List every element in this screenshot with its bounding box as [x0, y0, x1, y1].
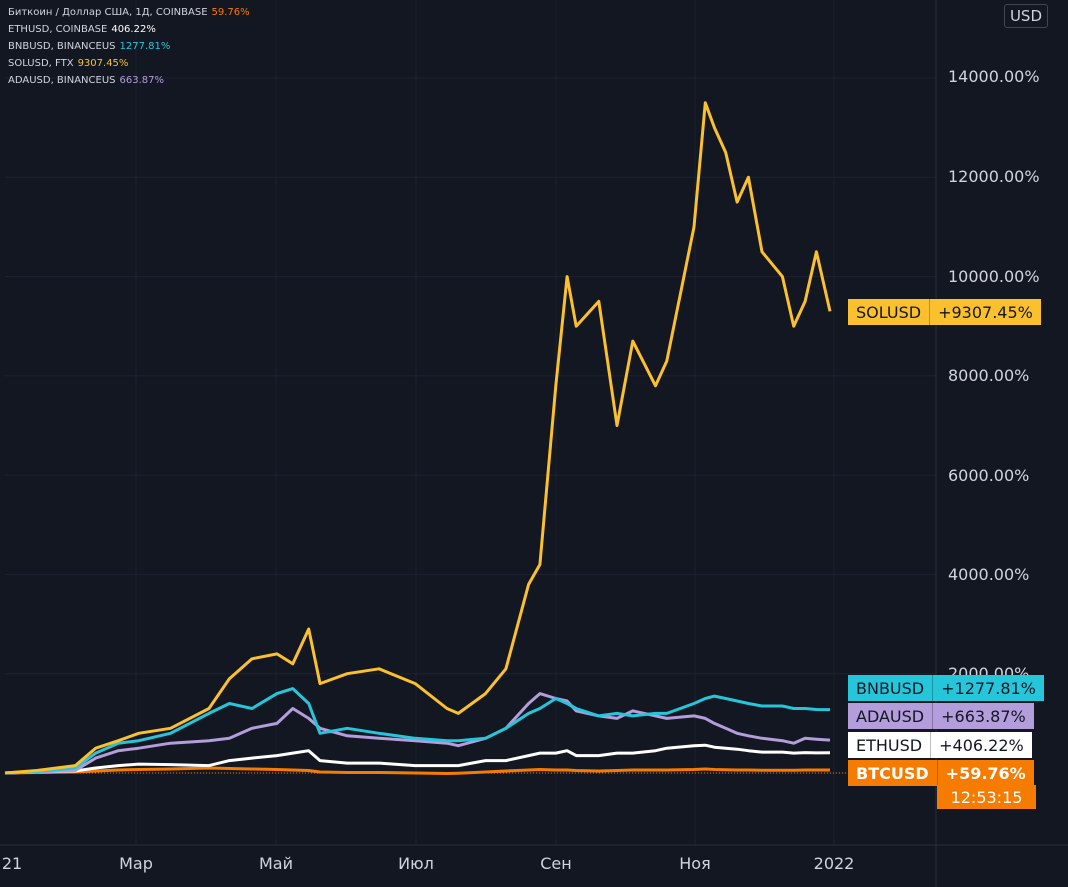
series-line-bnbusd: [4, 687, 831, 775]
series-line-adausd: [4, 692, 831, 775]
x-tick-label: Мар: [119, 854, 153, 873]
price-tag-btc: BTCUSD +59.76%: [848, 760, 1034, 786]
currency-button[interactable]: USD: [1003, 4, 1048, 28]
tag-value: +1277.81%: [932, 675, 1044, 701]
x-tick-label: Сен: [540, 854, 572, 873]
series-line-solusd: [4, 101, 832, 775]
x-tick-label: Май: [258, 854, 294, 873]
legend-item-sol[interactable]: SOLUSD, FTX 9307.45%: [8, 55, 250, 72]
grid-lines: [5, 0, 936, 845]
legend-label: ETHUSD, COINBASE: [8, 24, 108, 35]
tag-name: ETHUSD: [856, 735, 923, 755]
x-tick-label: Июл: [398, 854, 434, 873]
legend-value: 9307.45%: [77, 58, 129, 69]
series-lines: [4, 101, 832, 775]
tag-value: +663.87%: [932, 703, 1034, 729]
legend-label: BNBUSD, BINANCEUS: [8, 41, 116, 52]
legend-label: Биткоин / Доллар США, 1Д, COINBASE: [8, 7, 208, 18]
price-tag-bnb: BNBUSD +1277.81%: [848, 675, 1044, 701]
y-tick-label: 10000.00%: [948, 267, 1040, 286]
y-tick-label: 6000.00%: [948, 466, 1030, 485]
tag-value: +406.22%: [930, 732, 1032, 758]
y-tick-label: 12000.00%: [948, 167, 1040, 186]
x-tick-label: 21: [1, 854, 23, 873]
legend-label: ADAUSD, BINANCEUS: [8, 75, 116, 86]
legend-label: SOLUSD, FTX: [8, 58, 74, 69]
series-line-btcusd: [4, 766, 830, 775]
legend-item-eth[interactable]: ETHUSD, COINBASE 406.22%: [8, 21, 250, 38]
tag-name: BTCUSD: [856, 763, 929, 783]
tag-value: +59.76%: [936, 760, 1034, 786]
legend-value: 663.87%: [119, 75, 165, 86]
tag-value: +9307.45%: [929, 299, 1041, 325]
legend-value: 1277.81%: [119, 41, 171, 52]
legend-value: 406.22%: [111, 24, 156, 35]
legend: Биткоин / Доллар США, 1Д, COINBASE 59.76%…: [8, 4, 250, 89]
tag-name: SOLUSD: [856, 302, 922, 322]
countdown-timer: 12:53:15: [937, 785, 1036, 809]
x-tick-label: 2022: [813, 854, 855, 873]
legend-item-btc[interactable]: Биткоин / Доллар США, 1Д, COINBASE 59.76%: [8, 4, 250, 21]
price-tag-ada: ADAUSD +663.87%: [848, 703, 1034, 729]
price-tag-eth: ETHUSD +406.22%: [848, 732, 1032, 758]
legend-item-ada[interactable]: ADAUSD, BINANCEUS 663.87%: [8, 72, 250, 89]
y-tick-label: 4000.00%: [948, 565, 1030, 584]
series-line-ethusd: [4, 743, 831, 775]
price-tag-sol: SOLUSD +9307.45%: [848, 299, 1041, 325]
legend-item-bnb[interactable]: BNBUSD, BINANCEUS 1277.81%: [8, 38, 250, 55]
tag-name: BNBUSD: [856, 678, 925, 698]
tag-name: ADAUSD: [856, 706, 925, 726]
x-tick-label: Ноя: [679, 854, 711, 873]
legend-value: 59.76%: [211, 7, 250, 18]
y-tick-label: 14000.00%: [948, 67, 1040, 86]
y-tick-label: 8000.00%: [948, 366, 1030, 385]
